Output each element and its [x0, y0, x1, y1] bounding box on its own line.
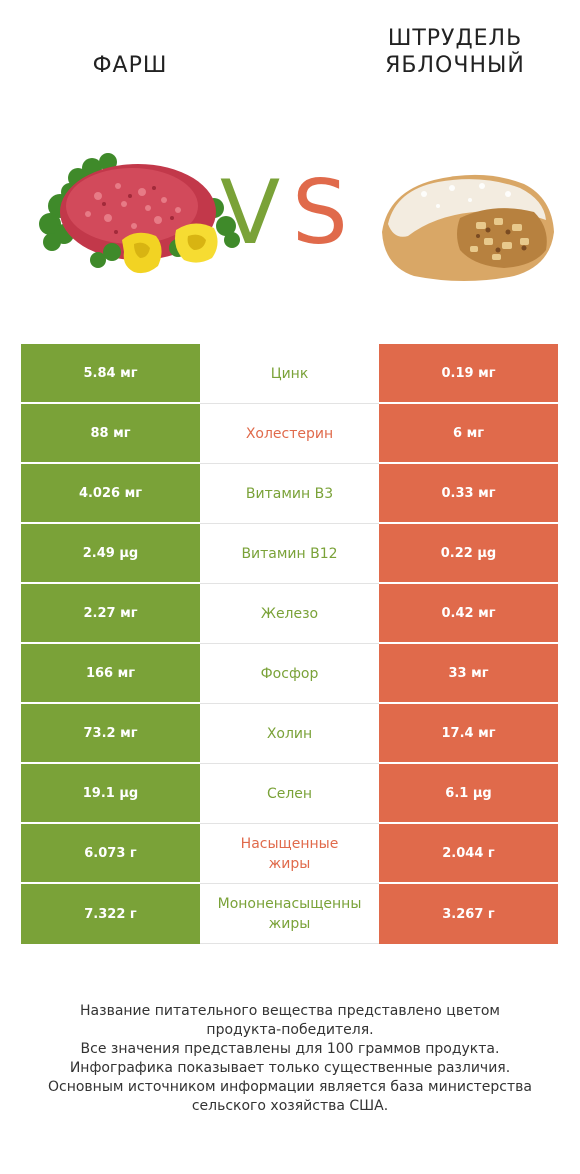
right-food-title-line: ЯБЛОЧНЫЙ — [385, 53, 525, 78]
footer-line: Все значения представлены для 100 граммо… — [80, 1041, 500, 1057]
left-value: 5.84 мг — [21, 344, 200, 402]
left-value: 88 мг — [21, 404, 200, 462]
left-value: 7.322 г — [21, 884, 200, 944]
left-value: 2.49 µg — [21, 524, 200, 582]
right-food-title: ШТРУДЕЛЬ ЯБЛОЧНЫЙ — [345, 25, 565, 79]
left-value: 73.2 мг — [21, 704, 200, 762]
table-row: 19.1 µg Селен 6.1 µg — [21, 764, 558, 824]
nutrient-label-line: Мононенасыщенны — [217, 895, 362, 912]
left-food-title: ФАРШ — [20, 52, 240, 79]
comparison-table: 5.84 мг Цинк 0.19 мг 88 мг Холестерин 6 мг 4.0… — [21, 344, 558, 944]
nutrient-name: Фосфор — [200, 644, 379, 704]
nutrient-label: Холестерин — [245, 425, 334, 442]
nutrient-name: Витамин B12 — [200, 524, 379, 584]
vs-letter-s: S — [292, 161, 348, 264]
table-row: 73.2 мг Холин 17.4 мг — [21, 704, 558, 764]
ground-meat-image — [39, 153, 240, 274]
nutrient-label-line: жиры — [268, 855, 311, 872]
left-value: 6.073 г — [21, 824, 200, 882]
apple-strudel-image — [382, 174, 554, 281]
footer-line: Название питательного вещества представл… — [80, 1003, 500, 1019]
nutrient-name: Холестерин — [200, 404, 379, 464]
left-value: 2.27 мг — [21, 584, 200, 642]
right-value: 6.1 µg — [379, 764, 558, 822]
right-value: 2.044 г — [379, 824, 558, 882]
table-row: 2.49 µg Витамин B12 0.22 µg — [21, 524, 558, 584]
nutrient-label: Мононенасыщенны жиры — [218, 894, 362, 934]
nutrient-name: Цинк — [200, 344, 379, 404]
left-value: 19.1 µg — [21, 764, 200, 822]
right-value: 3.267 г — [379, 884, 558, 944]
nutrient-name: Насыщенные жиры — [200, 824, 379, 884]
nutrient-label: Холин — [266, 725, 313, 742]
left-value: 4.026 мг — [21, 464, 200, 522]
right-value: 0.22 µg — [379, 524, 558, 582]
vs-letter-v: V — [220, 161, 281, 264]
nutrient-name: Железо — [200, 584, 379, 644]
nutrient-label: Витамин B3 — [245, 485, 334, 502]
right-food-title-line: ШТРУДЕЛЬ — [387, 26, 523, 51]
footer-line: Инфографика показывает только существенн… — [69, 1060, 511, 1076]
nutrient-name: Холин — [200, 704, 379, 764]
nutrient-name: Селен — [200, 764, 379, 824]
left-food-title-line: ФАРШ — [92, 53, 168, 78]
table-row: 4.026 мг Витамин B3 0.33 мг — [21, 464, 558, 524]
nutrient-name: Витамин B3 — [200, 464, 379, 524]
right-value: 0.33 мг — [379, 464, 558, 522]
right-value: 33 мг — [379, 644, 558, 702]
right-value: 17.4 мг — [379, 704, 558, 762]
footer-line: сельского хозяйства США. — [191, 1098, 389, 1114]
table-row: 7.322 г Мононенасыщенны жиры 3.267 г — [21, 884, 558, 944]
nutrient-label: Селен — [266, 785, 313, 802]
table-row: 5.84 мг Цинк 0.19 мг — [21, 344, 558, 404]
right-value: 0.19 мг — [379, 344, 558, 402]
footer-note: Название питательного вещества представл… — [20, 1002, 560, 1116]
nutrient-label: Цинк — [270, 365, 309, 382]
nutrient-label: Фосфор — [260, 665, 319, 682]
nutrient-label-line: Насыщенные — [240, 835, 339, 852]
nutrient-label-line: жиры — [268, 915, 311, 932]
left-value: 166 мг — [21, 644, 200, 702]
nutrient-label: Насыщенные жиры — [241, 834, 339, 874]
right-value: 6 мг — [379, 404, 558, 462]
footer-line: продукта-победителя. — [206, 1022, 374, 1038]
nutrient-label: Железо — [260, 605, 319, 622]
table-row: 6.073 г Насыщенные жиры 2.044 г — [21, 824, 558, 884]
nutrient-name: Мононенасыщенны жиры — [200, 884, 379, 944]
nutrient-label: Витамин B12 — [241, 545, 338, 562]
footer-line: Основным источником информации является … — [48, 1079, 532, 1095]
table-row: 166 мг Фосфор 33 мг — [21, 644, 558, 704]
right-value: 0.42 мг — [379, 584, 558, 642]
table-row: 2.27 мг Железо 0.42 мг — [21, 584, 558, 644]
table-row: 88 мг Холестерин 6 мг — [21, 404, 558, 464]
